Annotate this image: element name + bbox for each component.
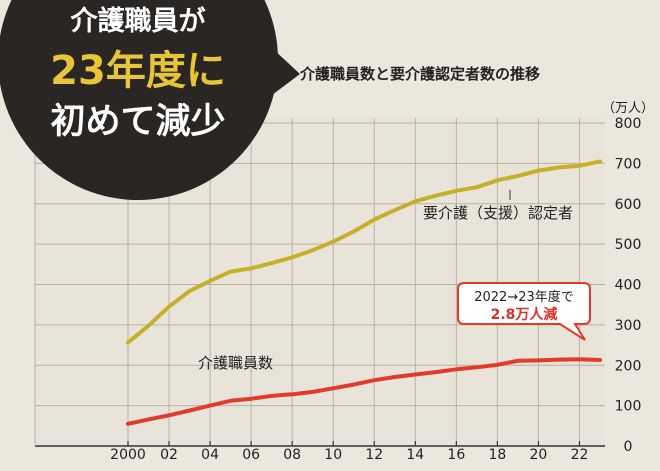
headline-line1: 介護職員が bbox=[70, 5, 206, 37]
y-tick-label: 400 bbox=[615, 278, 642, 294]
badge-pointer bbox=[268, 48, 300, 98]
y-tick-label: 0 bbox=[624, 439, 633, 455]
y-tick-label: 300 bbox=[615, 318, 642, 334]
headline-line2: 23年度に bbox=[50, 48, 226, 94]
callout-line1: 2022→23年度で bbox=[474, 289, 574, 305]
y-tick-label: 700 bbox=[615, 156, 642, 172]
x-tick-label: 20 bbox=[530, 447, 548, 463]
y-tick-label: 100 bbox=[615, 399, 642, 415]
x-tick-label: 14 bbox=[406, 447, 424, 463]
x-tick-label: 12 bbox=[365, 447, 383, 463]
y-unit-label: （万人） bbox=[602, 101, 654, 116]
y-tick-label: 600 bbox=[615, 197, 642, 213]
series-label-care-workers: 介護職員数 bbox=[198, 354, 273, 372]
x-tick-label: 16 bbox=[447, 447, 465, 463]
chart-title: 介護職員数と要介護認定者数の推移 bbox=[299, 65, 540, 83]
x-tick-label: 08 bbox=[283, 447, 301, 463]
x-tick-label: 02 bbox=[160, 447, 178, 463]
x-tick-label: 22 bbox=[571, 447, 589, 463]
y-tick-label: 200 bbox=[615, 358, 642, 374]
y-tick-label: 500 bbox=[615, 237, 642, 253]
x-tick-label: 10 bbox=[324, 447, 342, 463]
x-tick-label: 06 bbox=[242, 447, 260, 463]
y-axis: 0 100 200 300 400 500 600 700 800 bbox=[615, 116, 642, 455]
headline-line3: 初めて減少 bbox=[50, 102, 225, 142]
series-label-care-recipients: 要介護（支援）認定者 bbox=[423, 204, 573, 222]
x-tick-label: 2000 bbox=[110, 447, 146, 463]
x-tick-label: 04 bbox=[201, 447, 219, 463]
callout-line2: 2.8万人減 bbox=[491, 306, 558, 323]
x-tick-label: 18 bbox=[488, 447, 506, 463]
y-tick-label: 800 bbox=[615, 116, 642, 132]
